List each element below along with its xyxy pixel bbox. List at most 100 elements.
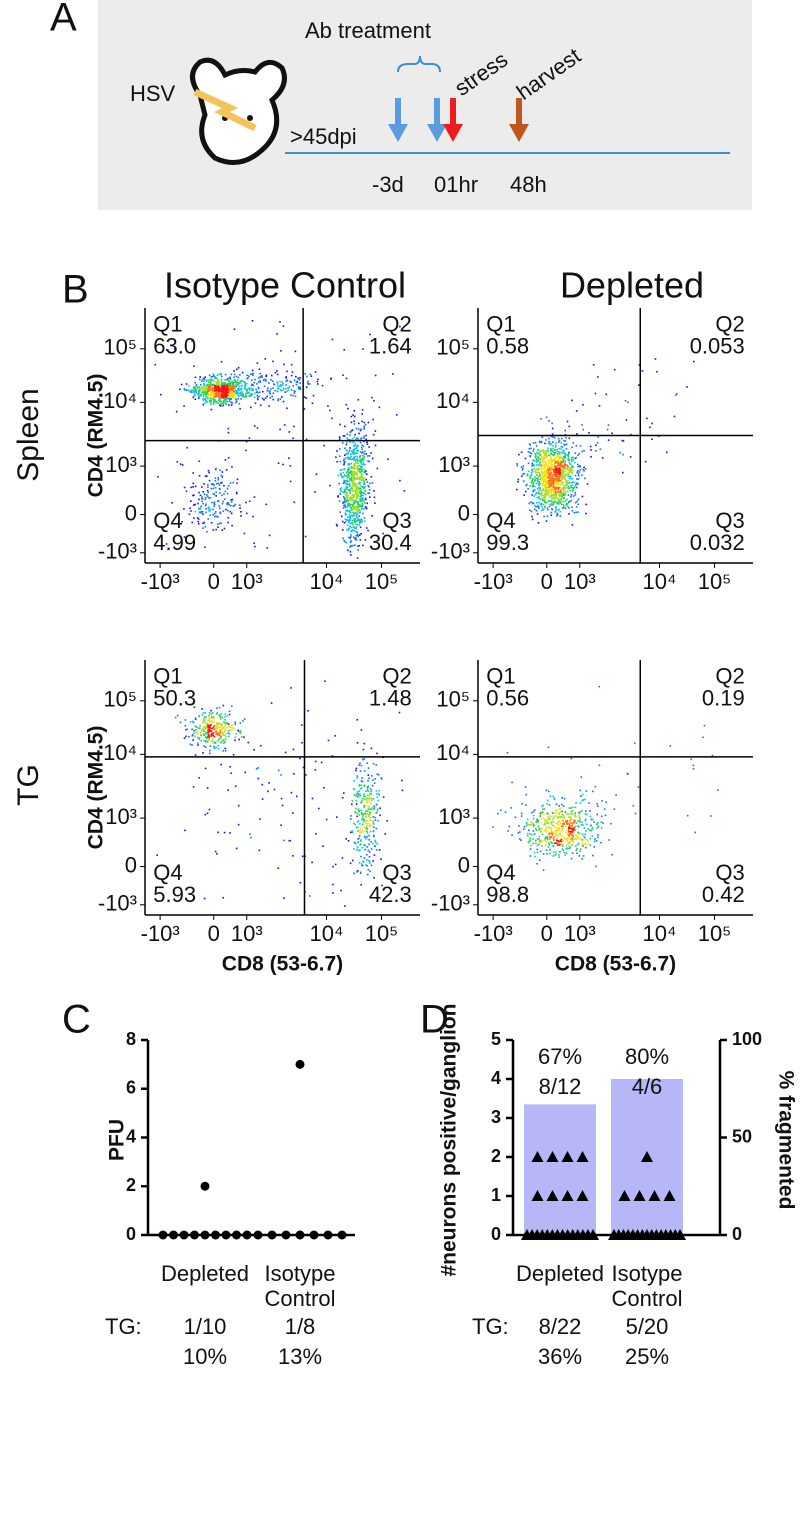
event-dot <box>351 437 354 440</box>
event-dot <box>360 468 363 471</box>
event-dot <box>276 387 279 390</box>
event-dot <box>344 487 347 489</box>
event-dot <box>360 884 363 886</box>
event-dot <box>234 723 237 725</box>
event-dot <box>370 792 373 795</box>
event-dot <box>282 400 285 403</box>
event-dot <box>226 502 228 505</box>
event-dot <box>198 727 201 730</box>
event-dot <box>220 360 223 363</box>
event-dot <box>558 853 560 856</box>
event-dot <box>295 381 298 383</box>
event-dot <box>195 390 198 393</box>
event-dot <box>221 529 224 531</box>
event-dot <box>559 501 562 504</box>
event-dot <box>366 502 369 505</box>
event-dot <box>576 852 578 855</box>
event-dot <box>224 391 226 393</box>
event-dot <box>546 464 549 467</box>
event-dot <box>588 802 590 804</box>
event-dot <box>557 472 559 475</box>
event-dot <box>232 396 234 398</box>
event-dot <box>251 369 254 372</box>
event-dot <box>556 477 559 480</box>
event-dot <box>215 389 217 392</box>
event-dot <box>590 455 592 458</box>
event-dot <box>583 843 586 846</box>
event-dot <box>582 824 584 826</box>
event-dot <box>355 477 358 480</box>
event-dot <box>354 478 357 481</box>
event-dot <box>401 789 404 792</box>
x-tick-label: -10³ <box>141 921 180 946</box>
event-dot <box>585 846 587 849</box>
event-dot <box>208 731 210 733</box>
event-dot <box>580 776 583 778</box>
event-dot <box>347 463 350 466</box>
event-dot <box>559 807 561 810</box>
event-dot <box>535 445 538 447</box>
event-dot <box>254 392 256 395</box>
event-dot <box>347 469 349 471</box>
event-dot <box>525 821 528 824</box>
event-dot <box>210 380 212 382</box>
event-dot <box>550 511 552 514</box>
event-dot <box>355 485 357 488</box>
event-dot <box>208 384 210 387</box>
event-dot <box>193 504 195 506</box>
event-dot <box>245 512 248 515</box>
event-dot <box>368 851 371 853</box>
event-dot <box>200 510 203 513</box>
event-dot <box>228 713 231 716</box>
event-dot <box>544 813 547 816</box>
event-dot <box>236 492 238 495</box>
event-dot <box>353 872 355 875</box>
event-dot <box>244 387 246 390</box>
event-dot <box>199 506 202 509</box>
event-dot <box>216 388 218 391</box>
event-dot <box>215 491 217 494</box>
event-dot <box>218 522 221 525</box>
event-dot <box>356 449 358 452</box>
event-dot <box>357 502 359 505</box>
event-dot <box>250 393 253 395</box>
event-dot <box>205 723 207 725</box>
event-dot <box>210 408 213 411</box>
event-dot <box>563 470 565 473</box>
event-dot <box>238 387 240 390</box>
event-dot <box>580 823 583 826</box>
event-dot <box>554 498 556 500</box>
event-dot <box>545 450 547 452</box>
event-dot <box>577 465 580 468</box>
footer-label: TG: <box>472 1314 509 1339</box>
event-dot <box>221 394 223 396</box>
event-dot <box>560 834 562 837</box>
event-dot <box>558 453 561 455</box>
event-dot <box>361 505 363 508</box>
event-dot <box>545 468 547 471</box>
event-dot <box>368 455 371 457</box>
event-dot <box>353 521 356 523</box>
event-dot <box>547 500 550 502</box>
event-dot <box>532 448 535 451</box>
event-dot <box>562 493 565 495</box>
event-dot <box>223 720 225 723</box>
event-dot <box>358 511 360 514</box>
event-dot <box>308 383 311 385</box>
event-dot <box>230 389 232 391</box>
event-dot <box>349 498 351 500</box>
event-dot <box>558 451 561 453</box>
event-dot <box>543 477 546 479</box>
event-dot <box>239 407 241 410</box>
event-dot <box>360 476 363 479</box>
event-dot <box>239 730 242 732</box>
event-dot <box>165 349 168 351</box>
event-dot <box>550 447 552 450</box>
event-dot <box>373 490 375 492</box>
event-dot <box>563 459 565 462</box>
event-dot <box>213 493 216 496</box>
event-dot <box>644 460 647 463</box>
event-dot <box>560 437 563 440</box>
event-dot <box>196 732 199 735</box>
event-dot <box>344 490 347 493</box>
